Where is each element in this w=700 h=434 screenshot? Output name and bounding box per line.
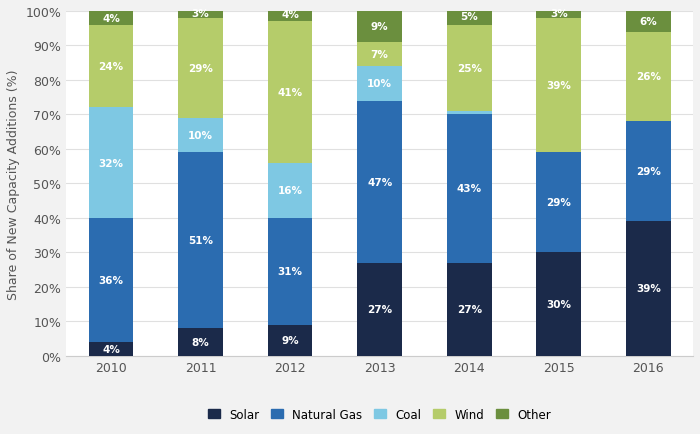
Legend: Solar, Natural Gas, Coal, Wind, Other: Solar, Natural Gas, Coal, Wind, Other [203,403,556,425]
Text: 24%: 24% [99,62,124,72]
Text: 26%: 26% [636,72,661,82]
Text: 41%: 41% [277,88,302,98]
Bar [447,9,491,26]
Text: 39%: 39% [546,81,571,91]
Bar [89,108,134,218]
Bar [178,153,223,329]
Bar [357,263,402,356]
Bar [178,329,223,356]
Text: 4%: 4% [281,10,299,20]
Text: 10%: 10% [188,131,213,141]
Text: 9%: 9% [371,23,388,33]
Bar [626,12,671,33]
Bar [536,19,581,153]
Text: 43%: 43% [456,184,482,194]
Bar [626,122,671,222]
Bar [447,263,491,356]
Bar [267,22,312,163]
Bar [267,325,312,356]
Bar [357,67,402,102]
Bar [267,163,312,218]
Text: 29%: 29% [188,64,213,74]
Text: 4%: 4% [102,14,120,24]
Text: 29%: 29% [636,167,661,177]
Text: 29%: 29% [546,198,571,208]
Bar [89,218,134,342]
Bar [626,33,671,122]
Text: 39%: 39% [636,284,661,294]
Text: 27%: 27% [456,305,482,315]
Text: 36%: 36% [99,275,123,285]
Text: 51%: 51% [188,236,213,246]
Text: 7%: 7% [371,50,388,60]
Bar [89,26,134,108]
Text: 16%: 16% [278,186,302,196]
Y-axis label: Share of New Capacity Additions (%): Share of New Capacity Additions (%) [7,69,20,299]
Bar [536,153,581,253]
Bar [447,115,491,263]
Text: 6%: 6% [639,17,657,27]
Bar [178,19,223,118]
Bar [178,9,223,19]
Bar [447,26,491,112]
Text: 25%: 25% [456,64,482,74]
Bar [178,118,223,153]
Bar [357,12,402,43]
Bar [536,9,581,19]
Bar [357,43,402,67]
Bar [89,342,134,356]
Text: 4%: 4% [102,344,120,354]
Bar [626,222,671,356]
Text: 8%: 8% [192,337,209,347]
Text: 3%: 3% [192,9,209,19]
Text: 5%: 5% [461,12,478,22]
Bar [267,9,312,22]
Text: 10%: 10% [367,79,392,89]
Bar [447,112,491,115]
Text: 47%: 47% [367,177,392,187]
Bar [267,218,312,325]
Bar [357,102,402,263]
Bar [89,12,134,26]
Text: 32%: 32% [99,158,123,168]
Text: 31%: 31% [278,266,302,276]
Text: 9%: 9% [281,335,299,345]
Bar [536,253,581,356]
Text: 27%: 27% [367,305,392,315]
Text: 3%: 3% [550,9,568,19]
Text: 30%: 30% [546,299,571,309]
